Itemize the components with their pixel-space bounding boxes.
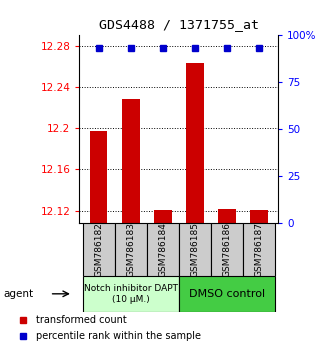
Text: GSM786186: GSM786186: [222, 222, 231, 277]
Text: GSM786184: GSM786184: [158, 222, 167, 277]
Text: DMSO control: DMSO control: [189, 289, 265, 299]
Text: Notch inhibitor DAPT
(10 μM.): Notch inhibitor DAPT (10 μM.): [84, 284, 178, 303]
Bar: [115, 223, 147, 276]
Bar: [147, 223, 179, 276]
Bar: [154, 210, 171, 223]
Bar: [218, 209, 236, 223]
Bar: [83, 223, 115, 276]
Bar: [186, 63, 204, 223]
Text: GSM786185: GSM786185: [190, 222, 199, 277]
Text: percentile rank within the sample: percentile rank within the sample: [36, 331, 201, 341]
Text: GSM786183: GSM786183: [126, 222, 135, 277]
Bar: [179, 223, 211, 276]
Bar: [211, 223, 243, 276]
Text: transformed count: transformed count: [36, 315, 126, 325]
Bar: [179, 276, 275, 312]
Bar: [243, 223, 275, 276]
Text: GSM786187: GSM786187: [254, 222, 263, 277]
Bar: [90, 131, 108, 223]
Text: agent: agent: [3, 289, 33, 299]
Text: GSM786182: GSM786182: [94, 222, 103, 277]
Bar: [122, 99, 139, 223]
Bar: [250, 210, 268, 223]
Text: GDS4488 / 1371755_at: GDS4488 / 1371755_at: [99, 18, 259, 31]
Bar: [83, 276, 179, 312]
